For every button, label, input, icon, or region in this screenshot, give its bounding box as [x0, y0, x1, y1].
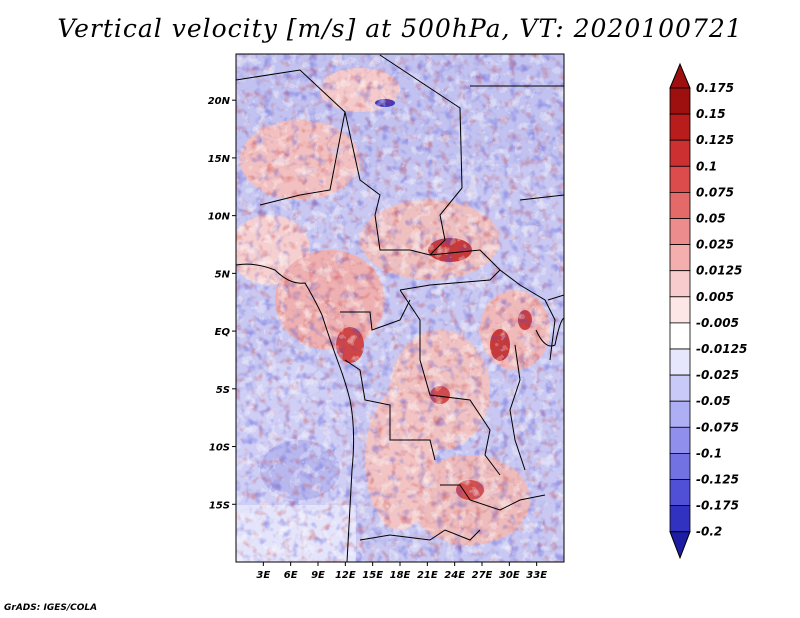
x-tick-label: 9E [311, 570, 325, 581]
colorbar-segment [669, 87, 691, 115]
x-tick-label: 21E [417, 570, 438, 581]
colorbar-level-label: -0.075 [696, 420, 739, 434]
colorbar-level-label: 0.05 [696, 212, 726, 226]
y-tick-label: 5S [216, 385, 230, 396]
colorbar-level-label: 0.075 [696, 185, 734, 199]
colorbar-level-label: 0.15 [696, 107, 726, 121]
y-tick-label: 10S [209, 443, 230, 454]
colorbar-segment [669, 374, 691, 402]
colorbar-level-label: -0.1 [696, 446, 722, 460]
colorbar-level-label: -0.125 [696, 473, 739, 487]
colorbar-level-label: 0.005 [696, 290, 734, 304]
y-tick-label: 15S [209, 500, 230, 511]
colorbar-segment [669, 426, 691, 454]
x-tick-label: 3E [256, 570, 270, 581]
colorbar-level-label: -0.025 [696, 368, 739, 382]
y-tick-label: 15N [208, 154, 231, 165]
colorbar-segment [669, 218, 691, 246]
x-tick-label: 27E [472, 570, 493, 581]
colorbar-level-label: 0.175 [696, 81, 734, 95]
colorbar-segment [669, 400, 691, 428]
x-tick-label: 33E [526, 570, 547, 581]
colorbar-level-label: -0.005 [696, 316, 739, 330]
colorbar-segment [669, 479, 691, 507]
colorbar-level-label: 0.1 [696, 159, 717, 173]
y-tick-label: 5N [215, 269, 231, 280]
x-tick-label: 15E [362, 570, 383, 581]
velocity-field [236, 54, 564, 562]
x-axis: 3E 6E 9E 12E 15E 18E 21E 24E 27E 30E 33E [256, 562, 547, 581]
y-tick-label: 10N [208, 212, 231, 223]
colorbar-level-label: -0.0125 [696, 342, 747, 356]
colorbar-top-arrow [669, 62, 691, 89]
y-tick-label: 20N [208, 96, 231, 107]
colorbar-segment [669, 348, 691, 376]
colorbar-segment [669, 191, 691, 219]
country-borders [236, 54, 564, 562]
colorbar-bottom-arrow [669, 531, 691, 560]
colorbar-level-label: -0.2 [696, 525, 722, 539]
colorbar-segment [669, 113, 691, 141]
x-tick-label: 6E [284, 570, 298, 581]
colorbar-level-label: 0.125 [696, 133, 734, 147]
map-title: Vertical velocity [m/s] at 500hPa, VT: 2… [57, 14, 743, 43]
colorbar-segment [669, 296, 691, 324]
x-tick-label: 18E [390, 570, 411, 581]
colorbar-segment [669, 244, 691, 272]
colorbar-level-label: 0.025 [696, 238, 734, 252]
colorbar-segment [669, 505, 691, 533]
colorbar-level-label: -0.175 [696, 499, 739, 513]
x-tick-label: 12E [335, 570, 356, 581]
colorbar-segment [669, 452, 691, 480]
colorbar-segment [669, 139, 691, 167]
colorbar-segment [669, 322, 691, 350]
colorbar: 0.175 0.15 0.125 0.1 0.075 0.05 0.025 0.0125 0.0… [669, 62, 747, 560]
grads-credit: GrADS: IGES/COLA [4, 603, 98, 613]
colorbar-level-label: 0.0125 [696, 264, 742, 278]
y-axis: 20N 15N 10N 5N EQ 5S 10S 15S [208, 96, 236, 511]
colorbar-segment [669, 270, 691, 298]
colorbar-segment [669, 165, 691, 193]
colorbar-level-label: -0.05 [696, 394, 731, 408]
x-tick-label: 30E [499, 570, 520, 581]
x-tick-label: 24E [444, 570, 465, 581]
y-tick-label: EQ [215, 327, 231, 338]
